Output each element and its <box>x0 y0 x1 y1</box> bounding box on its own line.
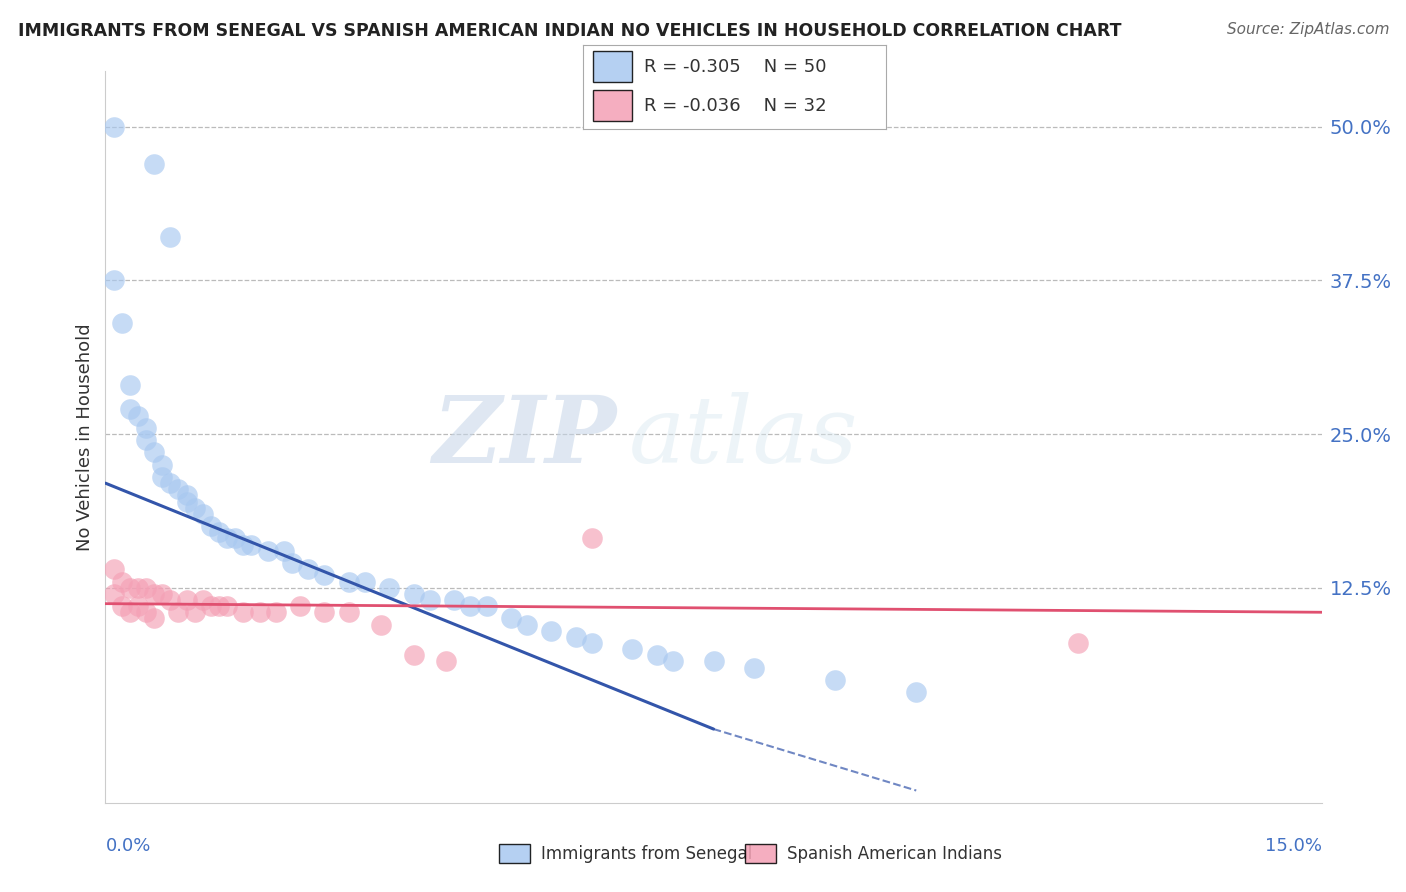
Point <box>232 605 254 619</box>
Point <box>378 581 401 595</box>
Point <box>159 593 181 607</box>
Point <box>249 605 271 619</box>
Point <box>475 599 498 613</box>
Point <box>191 507 214 521</box>
Text: 0.0%: 0.0% <box>105 837 150 855</box>
Point <box>419 593 441 607</box>
Point <box>354 574 377 589</box>
Point <box>516 617 538 632</box>
Point <box>176 593 198 607</box>
Point <box>224 532 246 546</box>
Point <box>183 500 205 515</box>
Point <box>111 317 134 331</box>
Point <box>443 593 465 607</box>
Point <box>200 599 222 613</box>
Text: IMMIGRANTS FROM SENEGAL VS SPANISH AMERICAN INDIAN NO VEHICLES IN HOUSEHOLD CORR: IMMIGRANTS FROM SENEGAL VS SPANISH AMERI… <box>18 22 1122 40</box>
Point <box>143 587 166 601</box>
Point <box>118 605 141 619</box>
Point <box>103 120 125 134</box>
Point <box>434 655 457 669</box>
Point <box>645 648 668 663</box>
Point <box>314 568 336 582</box>
Point <box>217 599 239 613</box>
Point <box>264 605 287 619</box>
Point <box>402 587 425 601</box>
Point <box>176 488 198 502</box>
Point <box>103 587 125 601</box>
Point <box>905 685 928 699</box>
Point <box>159 230 181 244</box>
Text: ZIP: ZIP <box>432 392 616 482</box>
Point <box>742 660 765 674</box>
Point <box>150 470 173 484</box>
Point <box>191 593 214 607</box>
Text: Spanish American Indians: Spanish American Indians <box>787 845 1002 863</box>
Point <box>143 611 166 625</box>
Text: Immigrants from Senegal: Immigrants from Senegal <box>541 845 752 863</box>
Point <box>135 433 157 447</box>
Point <box>183 605 205 619</box>
Text: R = -0.305    N = 50: R = -0.305 N = 50 <box>644 58 827 76</box>
Point <box>370 617 392 632</box>
Point <box>208 599 231 613</box>
Point <box>135 421 157 435</box>
Point <box>240 538 263 552</box>
Point <box>288 599 311 613</box>
FancyBboxPatch shape <box>592 52 631 82</box>
Point <box>111 574 134 589</box>
Point <box>118 581 141 595</box>
Point <box>118 402 141 417</box>
Point <box>402 648 425 663</box>
Point <box>150 587 173 601</box>
Point <box>1067 636 1090 650</box>
Point <box>118 377 141 392</box>
Point <box>824 673 846 687</box>
Point <box>150 458 173 472</box>
Point <box>127 409 149 423</box>
Point <box>208 525 231 540</box>
Point <box>337 605 360 619</box>
Point <box>217 532 239 546</box>
Point <box>581 532 603 546</box>
Text: Source: ZipAtlas.com: Source: ZipAtlas.com <box>1226 22 1389 37</box>
Point <box>176 494 198 508</box>
Text: R = -0.036    N = 32: R = -0.036 N = 32 <box>644 96 827 114</box>
Text: 15.0%: 15.0% <box>1264 837 1322 855</box>
Point <box>256 543 278 558</box>
Point <box>273 543 295 558</box>
Point <box>581 636 603 650</box>
Point <box>232 538 254 552</box>
Point <box>167 605 190 619</box>
Point <box>167 483 190 497</box>
Point <box>621 642 644 657</box>
Point <box>127 581 149 595</box>
Point <box>314 605 336 619</box>
Point <box>111 599 134 613</box>
Point <box>103 562 125 576</box>
Point <box>135 581 157 595</box>
Point <box>200 519 222 533</box>
Point <box>662 655 685 669</box>
Point <box>159 476 181 491</box>
Point <box>564 630 586 644</box>
Point <box>135 605 157 619</box>
Point <box>337 574 360 589</box>
Point <box>127 599 149 613</box>
FancyBboxPatch shape <box>592 90 631 120</box>
Point <box>143 156 166 170</box>
Point <box>297 562 319 576</box>
Point <box>458 599 481 613</box>
Point <box>499 611 522 625</box>
Point <box>281 556 304 570</box>
Y-axis label: No Vehicles in Household: No Vehicles in Household <box>76 323 94 551</box>
Point <box>143 445 166 459</box>
Point <box>103 273 125 287</box>
Point <box>702 655 725 669</box>
Text: atlas: atlas <box>628 392 858 482</box>
Point <box>540 624 562 638</box>
